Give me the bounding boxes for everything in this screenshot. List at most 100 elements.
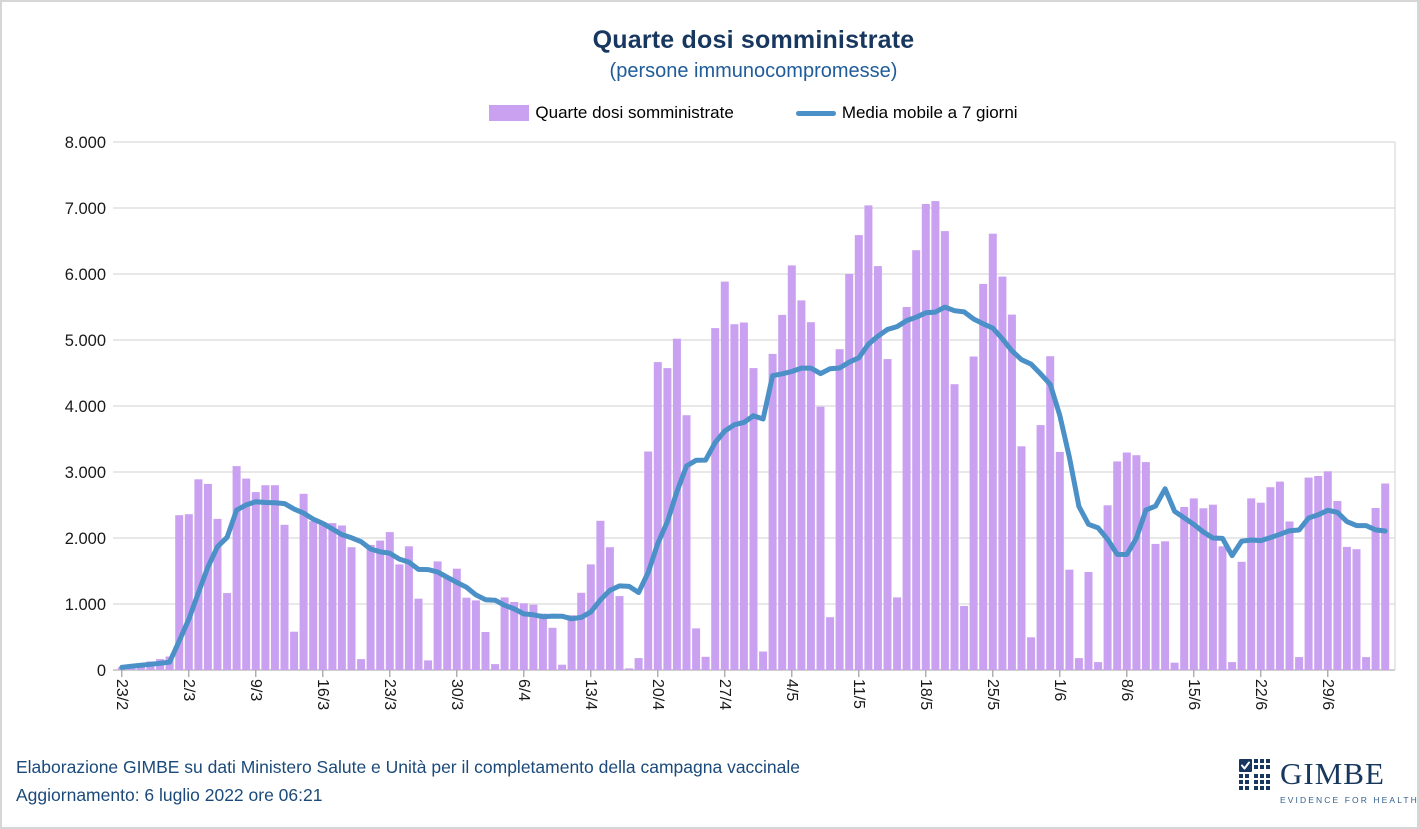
- bar: [414, 598, 423, 670]
- x-tick-label: 18/5: [917, 679, 934, 710]
- x-tick-label: 11/5: [850, 679, 867, 709]
- bar: [739, 322, 748, 670]
- bar: [883, 359, 892, 670]
- bar: [893, 597, 902, 670]
- bar: [854, 235, 863, 670]
- bar: [940, 231, 949, 670]
- bar: [701, 656, 710, 670]
- footer-updated: Aggiornamento: 6 luglio 2022 ore 06:21: [16, 785, 323, 805]
- bar: [290, 631, 299, 670]
- bar: [1074, 658, 1083, 670]
- bar: [1352, 549, 1361, 670]
- bar: [242, 478, 251, 670]
- bar: [711, 328, 720, 670]
- bar: [1141, 462, 1150, 670]
- bar: [318, 522, 327, 670]
- x-tick-label: 22/6: [1252, 679, 1269, 710]
- y-axis-labels: 0 1.000 2.000 3.000 4.000 5.000 6.000 7.000 8.00…: [65, 134, 106, 680]
- bars-series: [117, 201, 1390, 671]
- bar: [634, 658, 643, 670]
- bar: [251, 492, 260, 670]
- x-tick-label: 15/6: [1185, 679, 1202, 710]
- bar: [357, 659, 366, 670]
- bar: [519, 603, 528, 670]
- bar: [452, 568, 461, 670]
- bar: [347, 547, 356, 670]
- bar: [921, 204, 930, 670]
- bar: [960, 606, 969, 670]
- y-tick-label: 8.000: [65, 134, 106, 152]
- y-tick-label: 6.000: [65, 266, 106, 284]
- bar: [433, 561, 442, 670]
- bar: [1333, 501, 1342, 670]
- bar: [223, 593, 232, 670]
- bar: [548, 627, 557, 670]
- footer-source: Elaborazione GIMBE su dati Ministero Sal…: [16, 757, 801, 777]
- legend-item-line: Media mobile a 7 giorni: [795, 103, 1018, 123]
- bar: [203, 483, 212, 670]
- bar: [1199, 508, 1208, 670]
- bar: [864, 205, 873, 670]
- bar: [1247, 498, 1256, 670]
- bar: [529, 604, 538, 670]
- bar: [1122, 452, 1131, 670]
- bar: [586, 564, 595, 670]
- bar: [1304, 477, 1313, 670]
- bar: [672, 338, 681, 670]
- bar: [1036, 425, 1045, 670]
- x-tick-label: 2/3: [180, 679, 197, 701]
- bar: [816, 406, 825, 670]
- bar: [988, 233, 997, 670]
- bar: [1046, 356, 1055, 670]
- bar: [1180, 507, 1189, 670]
- bar: [395, 564, 404, 670]
- bar: [1256, 502, 1265, 670]
- bar: [443, 576, 452, 670]
- bar: [510, 602, 519, 670]
- bar: [1295, 657, 1304, 670]
- bar: [644, 451, 653, 670]
- x-tick-label: 8/6: [1118, 679, 1135, 701]
- bar: [1371, 508, 1380, 670]
- bar: [950, 384, 959, 670]
- x-tick-label: 1/6: [1051, 679, 1068, 701]
- footer-note: Elaborazione GIMBE su dati Ministero Sal…: [16, 753, 800, 809]
- bar: [337, 525, 346, 670]
- y-tick-label: 3.000: [65, 464, 106, 482]
- bar: [1170, 662, 1179, 670]
- bar: [969, 356, 978, 670]
- bar: [1342, 546, 1351, 670]
- chart-header: Quarte dosi somministrate (persone immun…: [117, 26, 1390, 83]
- bar: [845, 274, 854, 670]
- bar: [194, 479, 203, 670]
- bar: [615, 596, 624, 670]
- bar: [826, 617, 835, 670]
- bar: [806, 322, 815, 670]
- y-tick-label: 7.000: [65, 200, 106, 218]
- bar-swatch-icon: [489, 105, 530, 121]
- bar: [1381, 483, 1390, 670]
- bar: [902, 307, 911, 670]
- y-tick-label: 1.000: [65, 596, 106, 614]
- legend-item-bars: Quarte dosi somministrate: [489, 103, 734, 123]
- bar: [567, 615, 576, 670]
- y-tick-label: 2.000: [65, 530, 106, 548]
- bar: [1266, 487, 1275, 670]
- bar: [797, 300, 806, 670]
- bar: [213, 518, 222, 670]
- bar: [270, 485, 279, 670]
- bar: [749, 368, 758, 670]
- bar: [424, 660, 433, 670]
- bar: [481, 632, 490, 670]
- bar: [768, 353, 777, 670]
- bar: [184, 514, 193, 670]
- y-tick-label: 4.000: [65, 398, 106, 416]
- gimbe-tagline: EVIDENCE FOR HEALTH: [1280, 795, 1419, 805]
- bar: [596, 520, 605, 670]
- gimbe-logo-icon: [1239, 759, 1270, 790]
- page-title: Quarte dosi somministrate: [592, 26, 915, 54]
- x-tick-label: 23/2: [113, 679, 130, 710]
